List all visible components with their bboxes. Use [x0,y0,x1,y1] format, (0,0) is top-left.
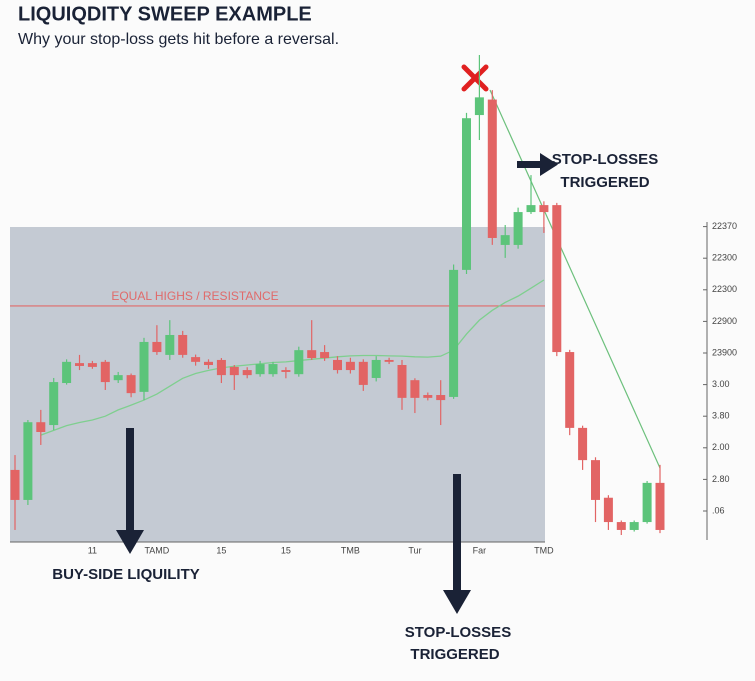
y-tick-label: 22900 [712,316,737,326]
y-tick-label: 2.00 [712,442,730,452]
candle-body [229,366,239,376]
candle-body [591,460,600,500]
candle-body [565,352,575,428]
y-tick-label: 3.00 [712,379,730,389]
y-tick-label: 22370 [712,221,737,231]
candle-body [320,352,330,359]
y-tick-label: 22300 [712,284,737,294]
x-tick-label: TAMD [144,545,169,555]
candle-body [358,361,368,385]
candle-body [255,364,265,375]
candle-body [75,363,84,366]
x-marker [461,64,489,92]
candle-body [345,361,355,371]
candle-body [49,382,59,426]
candle-body [500,235,510,245]
y-tick-label: 2.80 [712,474,730,484]
candle-body [410,380,420,398]
y-tick-label: 22300 [712,253,737,263]
y-tick-label: 3.80 [712,411,730,421]
candle-body [513,212,523,245]
x-tick-label: Tur [408,545,421,555]
candle-body [126,375,136,394]
candle-body [616,522,626,530]
candle-body [152,341,162,353]
candle-body [603,497,613,523]
chart-title: LIQUIQDITY SWEEP EXAMPLE [18,3,312,25]
candle-body [462,118,471,270]
candle-body [539,205,549,213]
trend-line [489,89,661,469]
candle-body [629,522,639,530]
candle-body [384,359,394,362]
candle-body [371,359,381,378]
candle-body [36,422,46,432]
candle-body [178,334,188,355]
x-tick-label: 15 [281,545,291,555]
candle-body [449,269,459,397]
candle-body [216,359,226,376]
candle-body [397,365,407,398]
range-shade [10,227,545,542]
candle-body [87,363,97,367]
arrow-down-left [116,428,144,554]
candle-body [423,395,433,398]
chart-subtitle: Why your stop-loss gets hit before a rev… [18,31,339,48]
annotation: BUY-SIDE LIQUILITY [52,566,200,583]
candle-body [23,422,33,500]
candle-body [578,427,588,461]
candle-body [552,205,562,353]
candle-body [113,375,123,381]
y-tick-label: .06 [712,505,725,515]
annotation: STOP-LOSSES [552,151,658,168]
candle-body [526,205,536,213]
candle-body [10,469,20,500]
candle-body [139,341,149,392]
x-tick-label: Far [473,545,487,555]
candle-body [487,99,497,238]
candle-body [474,97,484,116]
x-tick-label: TMB [341,545,360,555]
x-tick-label: TMD [534,545,554,555]
annotation: TRIGGERED [560,174,649,191]
arrow-right [517,153,558,176]
resistance-label: EQUAL HIGHS / RESISTANCE [111,289,278,303]
candle-body [62,361,72,384]
candle-body [100,361,110,383]
candle-body [436,395,446,401]
candle-body [242,370,252,376]
candle-body [655,482,665,530]
candle-body [642,482,652,523]
moving-average [40,279,545,436]
candle-body [165,334,175,355]
annotation: STOP-LOSSES [405,624,511,641]
y-tick-label: 23900 [712,347,737,357]
annotation: TRIGGERED [410,646,499,663]
candle-body [204,361,213,366]
x-tick-label: 11 [88,545,97,555]
candle-body [294,350,304,375]
candle-body [191,357,201,362]
candle-body [268,364,278,375]
arrow-down-bottom [443,474,471,614]
candle-body [281,370,291,372]
x-tick-label: 15 [216,545,226,555]
candle-body [307,350,317,359]
candle-body [333,359,342,371]
